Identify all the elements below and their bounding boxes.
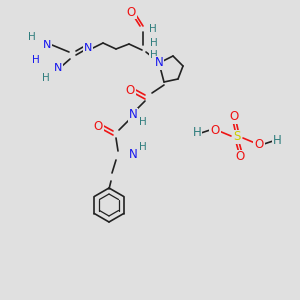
Text: O: O: [126, 5, 136, 19]
Text: N: N: [54, 63, 62, 73]
Text: H: H: [28, 32, 36, 42]
Text: H: H: [139, 142, 147, 152]
Text: O: O: [236, 151, 244, 164]
Text: H: H: [32, 55, 40, 65]
Text: H: H: [273, 134, 281, 148]
Text: H: H: [150, 38, 158, 48]
Text: N: N: [129, 148, 137, 160]
Text: H: H: [139, 117, 147, 127]
Text: N: N: [84, 43, 92, 53]
Text: O: O: [125, 85, 135, 98]
Text: N: N: [154, 56, 164, 70]
Text: O: O: [230, 110, 238, 124]
Text: H: H: [193, 127, 201, 140]
Text: S: S: [233, 130, 241, 143]
Text: N: N: [154, 56, 164, 70]
Text: O: O: [93, 121, 103, 134]
Text: N: N: [43, 40, 51, 50]
Text: O: O: [210, 124, 220, 136]
Text: O: O: [254, 137, 264, 151]
Text: H: H: [150, 50, 158, 60]
Text: H: H: [149, 24, 157, 34]
Text: N: N: [129, 109, 137, 122]
Text: H: H: [42, 73, 50, 83]
